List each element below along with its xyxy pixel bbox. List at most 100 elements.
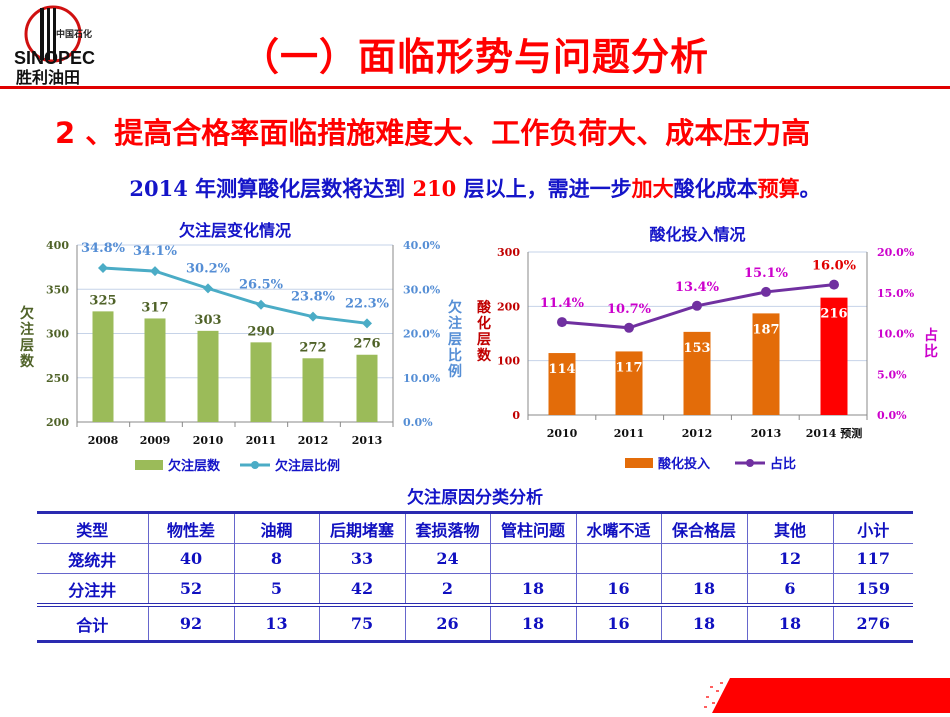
table-cell: 保合格层 [660, 511, 748, 544]
line-point [203, 283, 213, 294]
table-header-row: 类型 物性差 油稠 后期堵塞 套损落物 管柱问题 水嘴不适 保合格层 其他 小计 [37, 511, 913, 544]
legend-label: 欠注层数 [168, 458, 221, 474]
y2-axis-label: 占 [924, 327, 938, 344]
y2-tick-label: 0.0% [877, 409, 907, 422]
bar [144, 318, 166, 422]
line-point [256, 299, 266, 310]
table-row: 笼统井 40 8 33 24 12 117 [37, 543, 913, 574]
table-cell: 42 [318, 573, 406, 606]
y-axis-label: 数 [477, 347, 492, 364]
table-cell: 13 [233, 603, 320, 643]
row-label: 类型 [37, 511, 149, 544]
legend-label: 占比 [770, 456, 796, 472]
table-cell: 33 [318, 543, 406, 574]
y-axis-label: 层 [20, 338, 34, 354]
x-tick-label: 2011 [614, 427, 645, 440]
bar-value-label: 317 [141, 300, 168, 315]
y2-axis-label: 层 [448, 332, 462, 348]
table-cell: 18 [660, 573, 748, 606]
row-label: 笼统井 [37, 543, 149, 574]
line-point [150, 266, 160, 277]
bar [752, 313, 780, 415]
svg-text:胜利油田: 胜利油田 [16, 68, 80, 86]
statement-text: 。 [799, 177, 821, 201]
x-tick-label: 2013 [751, 427, 782, 440]
table-cell: 18 [746, 603, 834, 643]
table-cell [660, 543, 748, 574]
x-tick-label: 2013 [352, 434, 383, 447]
y2-tick-label: 15.0% [877, 287, 915, 300]
x-tick-label: 2009 [140, 434, 171, 447]
table-cell: 18 [489, 573, 577, 606]
bar-value-label: 153 [683, 341, 710, 356]
bar [615, 351, 643, 415]
table-cell: 75 [318, 603, 406, 643]
bar-value-label: 276 [353, 337, 380, 352]
legend-swatch-bar [135, 460, 163, 470]
table-cell: 水嘴不适 [575, 511, 662, 544]
table-cell: 18 [660, 603, 748, 643]
y2-axis-label: 注 [448, 315, 462, 332]
y2-tick-label: 10.0% [877, 328, 915, 341]
table-cell: 2 [404, 573, 491, 606]
bar [356, 354, 378, 422]
svg-text:中国石化: 中国石化 [56, 28, 92, 40]
line-value-label: 15.1% [744, 266, 789, 281]
table-cell: 16 [575, 573, 662, 606]
y-tick-label: 250 [46, 372, 69, 385]
charts-canvas: 欠注层变化情况 200 250 300 350 400 0.0% 10.0% 20.0% 30.0… [20, 221, 938, 474]
bar-value-label: 325 [89, 293, 116, 308]
table-cell: 物性差 [147, 511, 235, 544]
table-title: 欠注原因分类分析 [407, 488, 543, 508]
line-value-label: 30.2% [186, 261, 231, 276]
bar [302, 358, 324, 422]
legend-swatch-bar [625, 458, 653, 468]
slide-subtitle: 2 、提高合格率面临措施难度大、工作负荷大、成本压力高 [55, 116, 811, 150]
y2-tick-label: 5.0% [877, 368, 907, 381]
y-axis-label: 欠 [20, 305, 34, 322]
line-value-label: 26.5% [239, 278, 284, 293]
table-cell: 6 [746, 573, 834, 606]
table-cell [575, 543, 662, 574]
line-value-label: 13.4% [675, 280, 720, 295]
y-tick-label: 300 [46, 328, 69, 341]
x-tick-label: 2011 [246, 434, 277, 447]
row-label: 分注井 [37, 573, 149, 606]
legend-marker [251, 461, 259, 469]
table-cell: 26 [404, 603, 491, 643]
line-value-label: 22.3% [345, 296, 390, 311]
statement-year: 2014 [129, 176, 188, 201]
line-value-label: 10.7% [607, 302, 652, 317]
y-axis-label: 化 [477, 315, 491, 332]
table-cell: 其他 [746, 511, 834, 544]
x-tick-label: 2014 预测 [806, 426, 862, 440]
table-cell: 159 [832, 573, 913, 606]
y-axis-label: 数 [20, 353, 35, 370]
bar [250, 342, 272, 422]
statement-text: 年测算酸化层数将达到 [187, 177, 413, 201]
line-point [98, 263, 108, 274]
y2-axis-label: 比 [924, 343, 938, 360]
table-cell: 套损落物 [404, 511, 491, 544]
x-tick-label: 2010 [193, 434, 224, 447]
y-tick-label: 300 [497, 246, 520, 259]
table-cell: 12 [746, 543, 834, 574]
table-cell: 40 [147, 543, 235, 574]
y-axis-label: 酸 [477, 299, 492, 316]
y2-axis-label: 欠 [448, 299, 462, 316]
y2-tick-label: 10.0% [403, 372, 441, 385]
y-tick-label: 200 [46, 416, 69, 429]
cause-analysis-table: 类型 物性差 油稠 后期堵塞 套损落物 管柱问题 水嘴不适 保合格层 其他 小计 笼统井 40 8 33 2… [37, 511, 913, 643]
y2-tick-label: 30.0% [403, 283, 441, 296]
table-cell: 5 [233, 573, 320, 606]
page-title: （一）面临形势与问题分析 [240, 35, 709, 79]
y2-tick-label: 0.0% [403, 416, 433, 429]
line-value-label: 23.8% [291, 290, 336, 305]
table-cell: 后期堵塞 [318, 511, 406, 544]
table-cell: 8 [233, 543, 320, 574]
bar [548, 353, 576, 415]
table-total-row: 合计 92 13 75 26 18 16 18 18 276 [37, 603, 913, 643]
y-tick-label: 400 [46, 239, 69, 252]
table-cell: 管柱问题 [489, 511, 577, 544]
bar-value-label: 117 [615, 360, 642, 375]
